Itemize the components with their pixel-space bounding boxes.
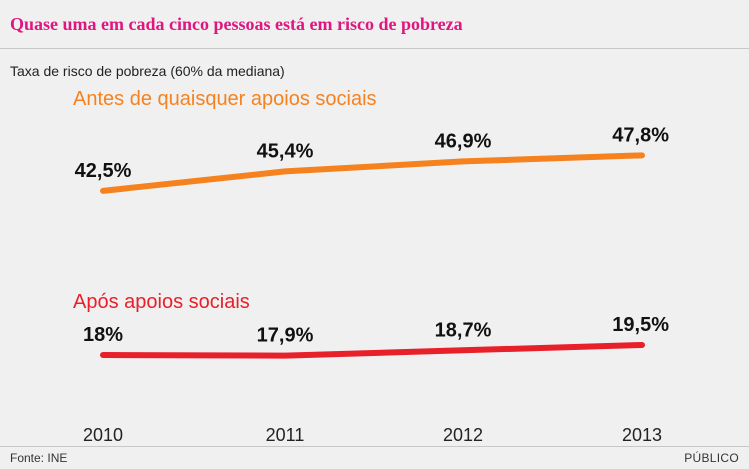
x-tick-label-2: 2012 bbox=[443, 425, 483, 445]
series-line-1 bbox=[100, 341, 645, 359]
publisher-logo: PÚBLICO bbox=[684, 451, 739, 465]
series-line-0 bbox=[100, 152, 645, 194]
data-label-1-0: 18% bbox=[83, 324, 123, 346]
data-label-1-1: 17,9% bbox=[257, 325, 314, 347]
x-tick-label-3: 2013 bbox=[622, 425, 662, 445]
series-name-1: Após apoios sociais bbox=[73, 291, 250, 313]
title-divider bbox=[0, 48, 749, 49]
data-label-1-2: 18,7% bbox=[435, 319, 492, 341]
data-label-1-3: 19,5% bbox=[612, 314, 669, 336]
data-label-0-2: 46,9% bbox=[435, 130, 492, 152]
source-note: Fonte: INE bbox=[10, 451, 68, 465]
chart-title: Quase uma em cada cinco pessoas está em … bbox=[10, 14, 463, 34]
footer-divider bbox=[0, 446, 749, 447]
x-tick-label-1: 2011 bbox=[266, 425, 305, 445]
data-label-0-0: 42,5% bbox=[75, 160, 132, 182]
x-tick-label-0: 2010 bbox=[83, 425, 123, 445]
data-label-0-3: 47,8% bbox=[612, 124, 669, 146]
series-name-0: Antes de quaisquer apoios sociais bbox=[73, 88, 377, 110]
y-axis-label: Taxa de risco de pobreza (60% da mediana… bbox=[10, 63, 285, 79]
data-label-0-1: 45,4% bbox=[257, 140, 314, 162]
